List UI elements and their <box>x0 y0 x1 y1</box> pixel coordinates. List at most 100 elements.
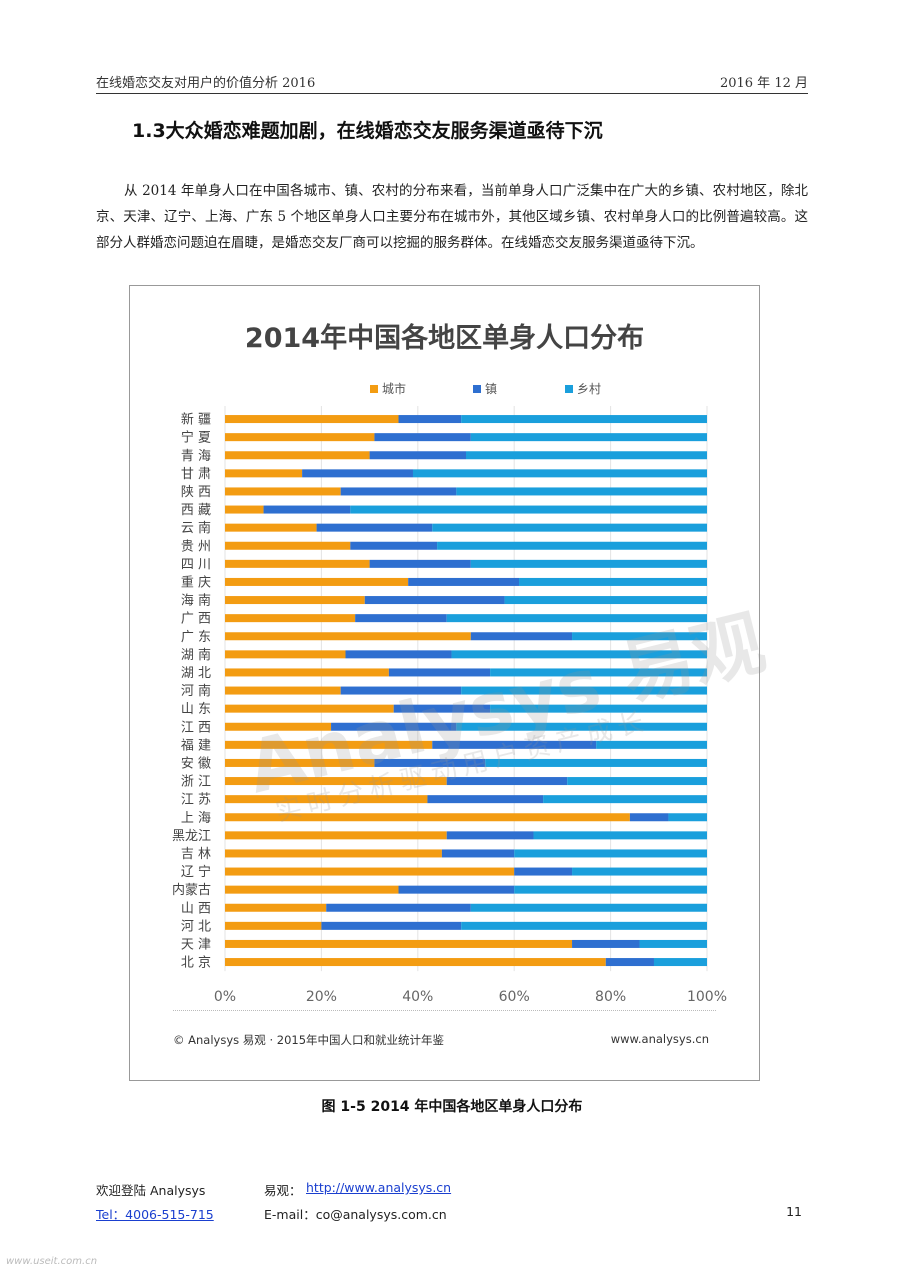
chart-website: www.analysys.cn <box>610 1032 709 1046</box>
source-divider <box>173 1010 716 1011</box>
bar-segment <box>225 777 447 786</box>
bar-segment <box>543 795 707 804</box>
category-label: 云 南 <box>181 520 211 536</box>
page-header: 在线婚恋交友对用户的价值分析 2016 2016 年 12 月 <box>96 72 808 92</box>
category-label: 湖 南 <box>181 647 211 663</box>
bar-segment <box>470 632 573 641</box>
category-label: 河 南 <box>181 683 211 699</box>
bar-segment <box>225 505 264 514</box>
bar-segment <box>470 903 707 912</box>
chart-source: © Analysys 易观 · 2015年中国人口和就业统计年鉴 <box>173 1033 445 1047</box>
bar-segment <box>653 958 707 967</box>
bar-segment <box>639 939 707 948</box>
bar-segment <box>225 795 428 804</box>
bar-segment <box>345 650 452 659</box>
footer-row-1: 欢迎登陆 Analysys 易观： http://www.analysys.cn <box>96 1180 808 1198</box>
bar-segment <box>408 577 520 586</box>
bar-segment <box>263 505 351 514</box>
x-tick-label: 60% <box>499 989 530 1005</box>
bar-segment <box>456 487 707 496</box>
bar-segment <box>572 632 707 641</box>
category-label: 海 南 <box>181 593 211 609</box>
bar-segment <box>225 686 341 695</box>
legend-item-town: 镇 <box>473 380 497 397</box>
category-label: 江 西 <box>181 720 211 735</box>
bar-segment <box>225 415 399 424</box>
chart-title: 2014年中国各地区单身人口分布 <box>244 323 645 354</box>
bar-segment <box>225 433 375 442</box>
bar-segment <box>225 740 433 749</box>
bar-segment <box>225 831 447 840</box>
x-tick-label: 40% <box>402 989 433 1005</box>
legend-label-rural: 乡村 <box>577 382 602 396</box>
footer-tel[interactable]: Tel：4006-515-715 <box>96 1207 214 1222</box>
chart-container: 2014年中国各地区单身人口分布 城市 镇 乡村 0% 20% 40% 60% 80% 1… <box>129 285 773 1081</box>
bar-segment <box>374 758 486 767</box>
bar-segment <box>432 523 707 532</box>
footer-email: E-mail：co@analysys.com.cn <box>264 1207 447 1222</box>
category-label: 天 津 <box>181 937 211 952</box>
category-label: 江 苏 <box>181 792 211 808</box>
bar-segment <box>225 596 365 605</box>
bar-segment <box>225 577 409 586</box>
bar-segment <box>437 541 707 550</box>
legend-label-urban: 城市 <box>382 382 407 396</box>
bar-segment <box>441 849 515 858</box>
header-date: 2016 年 12 月 <box>719 76 808 91</box>
category-label: 四 川 <box>181 557 211 572</box>
x-tick-label: 20% <box>306 989 337 1005</box>
bar-segment <box>225 849 442 858</box>
footer-row-2: Tel：4006-515-715 E-mail：co@analysys.com.… <box>96 1204 808 1222</box>
legend-item-rural: 乡村 <box>565 380 601 397</box>
footer-website-link[interactable]: http://www.analysys.cn <box>306 1180 452 1195</box>
bar-segment <box>461 415 707 424</box>
bar-segment <box>225 469 303 478</box>
section-title: 1.3大众婚恋难题加剧，在线婚恋交友服务渠道亟待下沉 <box>132 120 603 142</box>
bar-segment <box>369 451 466 460</box>
category-label: 福 建 <box>181 738 211 753</box>
bar-segment <box>446 614 707 623</box>
bar-segment <box>340 686 462 695</box>
category-label: 上 海 <box>181 811 211 826</box>
bar-segment <box>470 559 707 568</box>
bar-segment <box>398 415 462 424</box>
bar-segment <box>321 921 462 930</box>
bar-segment <box>490 668 707 677</box>
bar-segment <box>225 541 351 550</box>
bar-segment <box>225 614 356 623</box>
bar-segment <box>316 523 433 532</box>
category-label: 广 西 <box>181 612 211 627</box>
category-label: 浙 江 <box>181 775 211 790</box>
bar-segment <box>485 758 707 767</box>
bar-segment <box>466 451 707 460</box>
site-stamp: www.useit.com.cn <box>6 1256 98 1267</box>
bar-segment <box>393 704 491 713</box>
category-label: 甘 肃 <box>181 467 211 482</box>
bar-segment <box>427 795 544 804</box>
bar-segment <box>412 469 707 478</box>
legend-swatch-rural <box>565 384 573 393</box>
x-tick-label: 0% <box>214 989 236 1005</box>
bar-segment <box>398 885 515 894</box>
bar-segment <box>572 867 707 876</box>
category-label: 山 西 <box>181 901 211 916</box>
category-label: 北 京 <box>181 956 211 971</box>
bar-segment <box>456 722 707 731</box>
category-label: 辽 宁 <box>181 864 211 880</box>
category-label: 青 海 <box>181 449 211 464</box>
bar-segment <box>572 939 640 948</box>
bar-segment <box>514 885 707 894</box>
category-label: 黑龙江 <box>172 829 211 844</box>
bar-segment <box>225 758 375 767</box>
bar-segment <box>350 541 438 550</box>
bar-segment <box>355 614 447 623</box>
category-label: 广 东 <box>181 630 211 645</box>
category-label: 宁 夏 <box>181 430 211 446</box>
bar-segment <box>225 867 515 876</box>
bar-segment <box>504 596 707 605</box>
bar-segment <box>596 740 707 749</box>
bar-segment <box>451 650 707 659</box>
bar-chart: 0% 20% 40% 60% 80% 100% 新 疆宁 夏青 海甘 肃陕 西西 藏云 南贵… <box>172 406 727 1005</box>
legend-label-town: 镇 <box>485 382 498 396</box>
category-label: 安 徽 <box>181 756 211 771</box>
